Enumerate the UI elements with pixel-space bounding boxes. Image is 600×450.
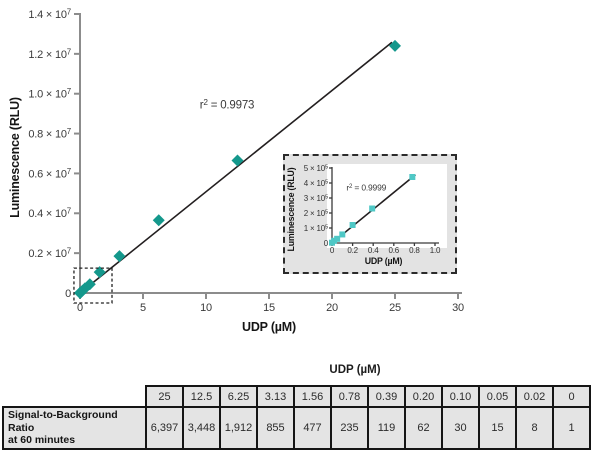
concentration-cell: 0.02 [515, 385, 554, 408]
y-tick-label: 1.0 × 107 [28, 87, 71, 101]
x-tick-label: 1.0 [430, 246, 441, 255]
spacer-cell [3, 386, 146, 407]
data-point [93, 266, 106, 279]
concentration-row: 25 12.5 6.25 3.13 1.56 0.78 0.39 0.20 0.… [3, 385, 591, 408]
ratio-cell: 30 [441, 406, 480, 450]
x-tick-label: 25 [389, 302, 401, 314]
ratio-cell: 8 [515, 406, 554, 450]
concentration-cell: 12.5 [182, 385, 221, 408]
ratio-row: Signal-to-Background Ratio at 60 minutes… [2, 406, 591, 450]
x-tick-label: 0.8 [409, 246, 420, 255]
concentration-cell: 0.05 [478, 385, 517, 408]
y-tick-label: 2 × 105 [304, 209, 328, 218]
r-squared-annotation: r2 = 0.9973 [200, 98, 255, 112]
x-tick-label: 0 [330, 246, 335, 255]
inset-plot-background [327, 164, 447, 248]
ratio-cell: 62 [404, 406, 443, 450]
row-label-line2: at 60 minutes [8, 434, 76, 447]
concentration-cell: 25 [145, 385, 184, 408]
data-point [339, 231, 346, 238]
data-point [389, 39, 401, 52]
main-standard-curve-chart: 0 0.2 × 107 0.4 × 107 0.6 × 107 0.8 × 107 1.0… [8, 7, 464, 334]
concentration-cell: 6.25 [219, 385, 258, 408]
x-tick-label: 15 [263, 302, 275, 314]
data-point [83, 278, 96, 291]
y-axis-title: Luminescence (RLU) [286, 167, 296, 251]
ratio-cell: 119 [367, 406, 406, 450]
x-tick-label: 0.4 [368, 246, 379, 255]
concentration-cell: 0.78 [330, 385, 369, 408]
x-tick-label: 30 [452, 302, 464, 314]
y-tick-label: 0.6 × 107 [28, 167, 71, 181]
ratio-cell: 6,397 [145, 406, 184, 450]
concentration-cell: 0 [552, 385, 591, 408]
data-point [334, 235, 341, 242]
y-tick-label: 0 [65, 288, 71, 300]
y-tick-label: 4 × 105 [304, 179, 328, 188]
x-axis-title: UDP (µM) [365, 256, 403, 266]
ratio-cell: 1 [552, 406, 591, 450]
y-tick-label: 3 × 105 [304, 194, 328, 203]
y-tick-label: 0.8 × 107 [28, 127, 71, 141]
x-tick-label: 0.2 [347, 246, 358, 255]
ratio-cell: 3,448 [182, 406, 221, 450]
data-point [369, 205, 376, 212]
y-tick-label: 1.4 × 107 [28, 7, 71, 21]
table-header-udp: UDP (µM) [329, 364, 381, 376]
data-point [231, 154, 244, 167]
ratio-cell: 477 [293, 406, 332, 450]
x-tick-label: 10 [200, 302, 212, 314]
data-point [152, 214, 165, 227]
y-tick-label: 0.2 × 107 [28, 247, 71, 261]
data-point [113, 250, 126, 263]
y-axis-title: Luminescence (RLU) [8, 97, 22, 218]
x-tick-label: 20 [326, 302, 338, 314]
concentration-cell: 1.56 [293, 385, 332, 408]
concentration-cell: 0.20 [404, 385, 443, 408]
row-label-cell: Signal-to-Background Ratio at 60 minutes [2, 406, 147, 450]
x-tick-label: 5 [140, 302, 146, 314]
x-axis-title: UDP (µM) [242, 320, 296, 334]
x-tick-label: 0.6 [389, 246, 400, 255]
y-tick-label: 1 × 105 [304, 224, 328, 233]
y-tick-label: 0.4 × 107 [28, 207, 71, 221]
data-point [349, 222, 356, 228]
inset-zoom-panel: 0 1 × 105 2 × 105 3 × 105 4 × 105 5 × 105 0 0.2… [283, 154, 457, 274]
ratio-cell: 235 [330, 406, 369, 450]
concentration-cell: 0.10 [441, 385, 480, 408]
fit-line [79, 41, 393, 294]
y-tick-label: 1.2 × 107 [28, 47, 71, 61]
ratio-cell: 1,912 [219, 406, 258, 450]
r-squared-annotation: r2 = 0.9999 [346, 183, 386, 193]
concentration-cell: 0.39 [367, 385, 406, 408]
ratio-cell: 855 [256, 406, 295, 450]
data-point [409, 174, 416, 180]
zoom-region-box [73, 267, 113, 304]
row-label-line1: Signal-to-Background Ratio [8, 409, 118, 434]
concentration-cell: 3.13 [256, 385, 295, 408]
data-point [331, 237, 338, 244]
ratio-cell: 15 [478, 406, 517, 450]
signal-to-background-table: 25 12.5 6.25 3.13 1.56 0.78 0.39 0.20 0.… [2, 385, 591, 450]
x-tick-label: 0 [77, 302, 83, 314]
y-tick-label: 5 × 105 [304, 164, 328, 173]
inset-low-range-chart: 0 1 × 105 2 × 105 3 × 105 4 × 105 5 × 105 0 0.2… [286, 164, 447, 266]
y-tick-label: 0 [324, 239, 329, 248]
